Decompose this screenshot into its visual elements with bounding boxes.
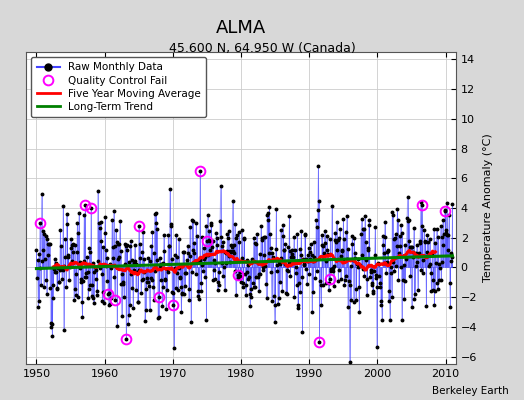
Legend: Raw Monthly Data, Quality Control Fail, Five Year Moving Average, Long-Term Tren: Raw Monthly Data, Quality Control Fail, … <box>31 57 206 117</box>
Title: ALMA: ALMA <box>216 18 266 36</box>
Text: 45.600 N, 64.950 W (Canada): 45.600 N, 64.950 W (Canada) <box>169 42 355 55</box>
Y-axis label: Temperature Anomaly (°C): Temperature Anomaly (°C) <box>483 134 493 282</box>
Text: Berkeley Earth: Berkeley Earth <box>432 386 508 396</box>
